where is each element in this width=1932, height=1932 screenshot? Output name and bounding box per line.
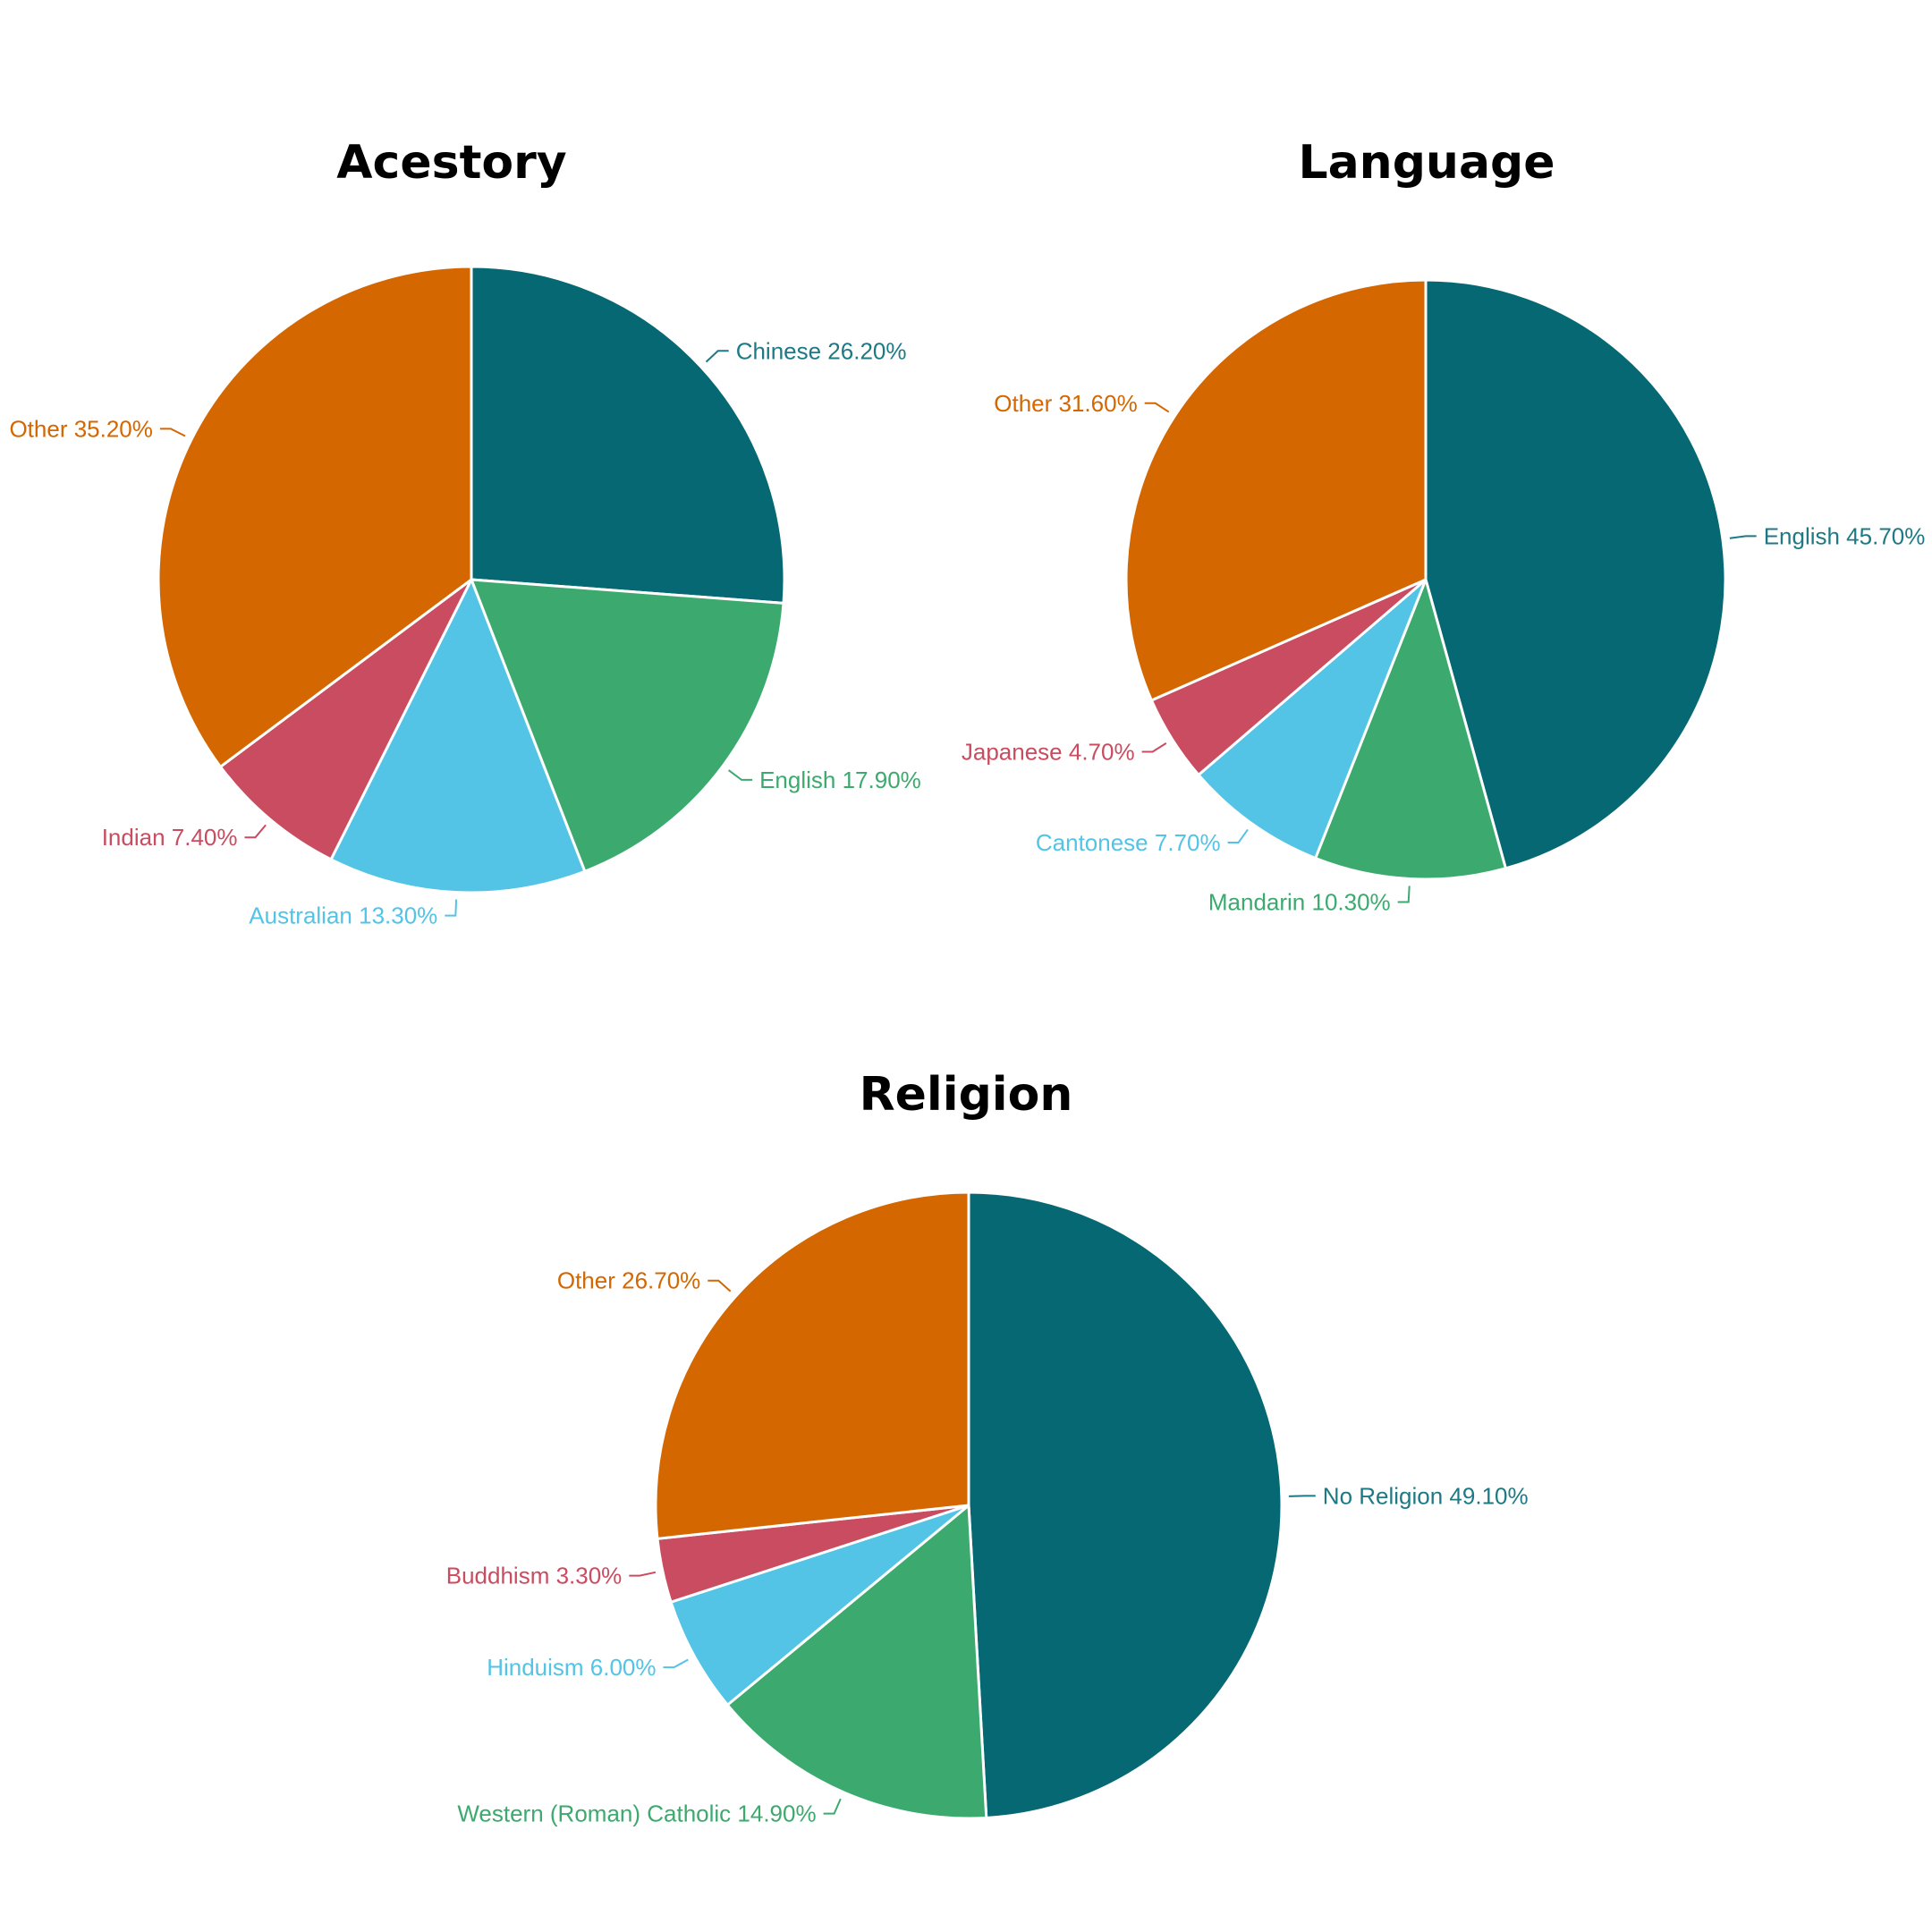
chart-title-religion: Religion: [859, 1068, 1073, 1122]
pie-slice-english: [1424, 278, 1727, 870]
slice-label-western-roman-catholic: Western (Roman) Catholic 14.90%: [457, 1801, 816, 1827]
slice-label-other: Other 35.20%: [9, 415, 152, 442]
slice-label-chinese: Chinese 26.20%: [736, 337, 907, 364]
pie-chart-acestory: Chinese 26.20% English 17.90% Australian 1…: [9, 265, 921, 929]
pie-slice-mandarin: [1314, 578, 1507, 881]
chart-title-language: Language: [1298, 136, 1555, 190]
slice-label-other: Other 26.70%: [557, 1267, 700, 1294]
pie-slice-hinduism: [669, 1504, 970, 1707]
pie-slice-chinese: [470, 265, 786, 605]
slice-label-english: English 17.90%: [759, 767, 921, 793]
leader-line-australian: [445, 899, 458, 917]
pie-slice-other: [157, 265, 473, 768]
pie-chart-religion: No Religion 49.10% Western (Roman) Cathol…: [446, 1191, 1529, 1827]
leader-line-indian: [244, 824, 267, 839]
leader-line-chinese: [705, 350, 729, 363]
slice-label-no-religion: No Religion 49.10%: [1323, 1482, 1529, 1509]
pie-slice-other: [654, 1191, 970, 1540]
slice-label-hinduism: Hinduism 6.00%: [487, 1654, 656, 1681]
leader-line-japanese: [1141, 742, 1167, 753]
leader-line-hinduism: [663, 1658, 689, 1669]
leader-line-other: [708, 1279, 732, 1292]
slice-label-other: Other 31.60%: [994, 390, 1137, 417]
chart-title-acestory: Acestory: [336, 136, 567, 190]
pie-chart-language: English 45.70% Mandarin 10.30% Cantonese 7…: [962, 278, 1926, 916]
leader-line-other: [1144, 402, 1170, 413]
slice-label-australian: Australian 13.30%: [249, 902, 437, 929]
pie-slice-other: [1124, 278, 1428, 702]
pie-slice-western-roman-catholic: [725, 1504, 988, 1820]
leader-line-cantonese: [1227, 828, 1249, 843]
slice-label-buddhism: Buddhism 3.30%: [446, 1563, 623, 1589]
slice-label-japanese: Japanese 4.70%: [962, 739, 1135, 766]
leader-line-english: [728, 769, 753, 781]
slice-label-mandarin: Mandarin 10.30%: [1208, 889, 1391, 916]
pie-slice-australian: [329, 578, 587, 894]
slice-label-english: English 45.70%: [1764, 522, 1926, 549]
pie-slice-no-religion: [967, 1191, 1284, 1819]
leader-line-mandarin: [1397, 886, 1411, 903]
leader-line-buddhism: [629, 1571, 657, 1577]
leader-line-english: [1729, 535, 1757, 539]
pie-slice-cantonese: [1197, 578, 1428, 860]
leader-line-western-roman-catholic: [823, 1798, 842, 1815]
slice-label-cantonese: Cantonese 7.70%: [1036, 829, 1221, 856]
slice-label-indian: Indian 7.40%: [102, 824, 238, 851]
leader-line-other: [159, 428, 186, 437]
pie-slice-indian: [218, 578, 473, 861]
pie-slice-english: [470, 578, 785, 873]
